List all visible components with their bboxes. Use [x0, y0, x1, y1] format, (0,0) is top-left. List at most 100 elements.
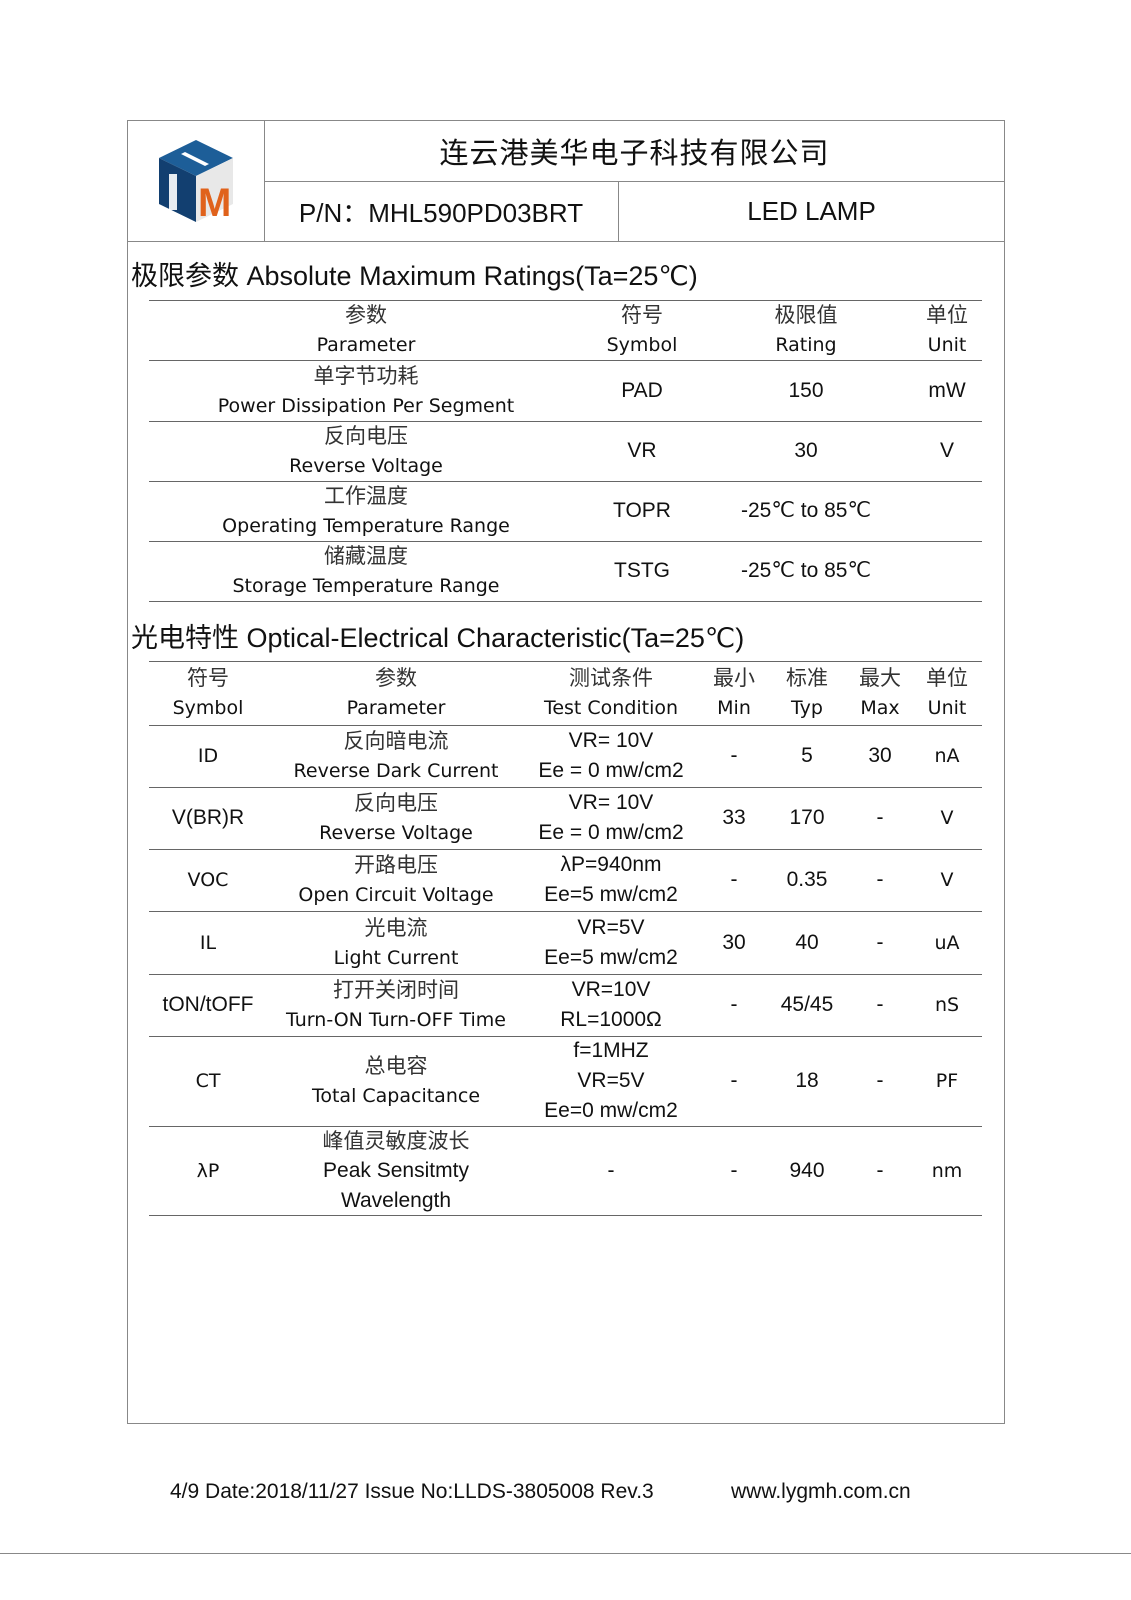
opt-elec-typ-text: 18	[795, 1069, 819, 1092]
opt-elec-parameter-text: 峰值灵敏度波长	[322, 1128, 470, 1153]
abs-max-rating-text: 30	[794, 439, 818, 462]
table-rule	[149, 849, 982, 850]
opt-elec-typ: 18	[795, 1036, 818, 1126]
opt-elec-header: 单位 Unit	[926, 661, 968, 725]
opt-elec-symbol-text: λP	[196, 1159, 220, 1182]
opt-elec-unit-text: nS	[934, 994, 960, 1016]
abs-max-symbol: VR	[627, 421, 656, 481]
part-number: P/N：MHL590PD03BRT	[298, 197, 584, 228]
opt-elec-header: 参数 Parameter	[347, 661, 446, 725]
opt-elec-unit-text: V	[940, 807, 954, 829]
opt-elec-parameter-text: 总电容	[364, 1054, 428, 1078]
abs-max-rating-text: -25℃ to 85℃	[740, 499, 872, 522]
abs-max-symbol-text: TOPR	[613, 499, 671, 522]
abs-max-header-text: 参数	[344, 303, 387, 327]
opt-elec-typ: 5	[801, 725, 813, 787]
abs-max-parameter-text: 工作温度	[324, 484, 408, 508]
table-rule	[149, 787, 982, 788]
opt-elec-min-text: 33	[722, 806, 746, 829]
opt-elec-typ: 940	[789, 1126, 824, 1215]
opt-elec-condition-text: Ee=5 mw/cm2	[544, 945, 678, 969]
opt-elec-condition: VR=10V RL=1000Ω	[560, 974, 662, 1036]
opt-elec-header-text: 最小	[713, 666, 755, 690]
opt-elec-max: -	[877, 849, 884, 911]
opt-elec-condition-text: f=1MHZ	[573, 1039, 649, 1062]
opt-elec-parameter-text: 光电流	[364, 915, 428, 940]
opt-elec-condition: λP=940nm Ee=5 mw/cm2	[544, 849, 678, 911]
opt-elec-max-text: -	[876, 806, 884, 829]
opt-elec-parameter-text: Peak Sensitmty Wavelength	[323, 1158, 469, 1212]
opt-elec-unit: V	[941, 787, 954, 849]
abs-max-parameter-text: Operating Temperature Range	[222, 515, 510, 537]
opt-elec-parameter-text: 反向暗电流	[343, 729, 449, 753]
opt-elec-condition: f=1MHZ VR=5V Ee=0 mw/cm2	[544, 1036, 678, 1126]
opt-elec-unit: V	[941, 849, 954, 911]
opt-elec-parameter: 反向暗电流 Reverse Dark Current	[294, 725, 499, 787]
opt-elec-condition-text: RL=1000Ω	[560, 1008, 662, 1031]
abs-max-rating: -25℃ to 85℃	[741, 541, 871, 601]
opt-elec-typ-text: 940	[789, 1158, 825, 1182]
opt-elec-min: -	[731, 1036, 738, 1126]
opt-elec-header-text: Unit	[927, 697, 967, 719]
opt-elec-parameter-text: Light Current	[333, 946, 459, 969]
opt-elec-parameter: 打开关闭时间 Turn-ON Turn-OFF Time	[286, 974, 506, 1036]
opt-elec-condition-text: λP=940nm	[560, 853, 662, 876]
opt-elec-min: 30	[722, 911, 745, 974]
opt-elec-symbol: VOC	[188, 849, 229, 911]
abs-max-header-text: 极限值	[774, 303, 838, 327]
abs-max-unit-text: mW	[928, 378, 966, 402]
opt-elec-header-text: Typ	[791, 697, 823, 719]
abs-max-symbol-text: VR	[627, 439, 657, 462]
opt-elec-typ-text: 45/45	[780, 993, 834, 1016]
opt-elec-header-text: Max	[860, 697, 900, 719]
table-rule	[149, 481, 982, 482]
document-frame	[127, 120, 1005, 1424]
header-bottom-divider	[127, 241, 1005, 242]
opt-elec-symbol: CT	[196, 1036, 221, 1126]
opt-elec-unit: nA	[934, 725, 959, 787]
opt-elec-header-text: 符号	[187, 666, 229, 690]
opt-elec-condition-text: VR= 10V	[568, 791, 654, 814]
opt-elec-condition-text: VR=5V	[577, 1069, 645, 1092]
opt-elec-min: -	[731, 849, 738, 911]
abs-max-rating: -25℃ to 85℃	[741, 481, 871, 541]
opt-elec-header-text: 参数	[374, 666, 417, 690]
logo-letter-m: M	[198, 181, 231, 224]
opt-elec-max-text: -	[876, 1069, 884, 1092]
opt-elec-typ-text: 5	[801, 744, 813, 767]
opt-elec-condition-text: VR=10V	[571, 978, 651, 1001]
table-rule	[149, 661, 982, 662]
opt-elec-parameter-text: Turn-ON Turn-OFF Time	[286, 1009, 506, 1031]
opt-elec-typ: 0.35	[787, 849, 828, 911]
opt-elec-header-text: 测试条件	[569, 666, 653, 690]
opt-elec-header: 最小 Min	[713, 661, 755, 725]
opt-elec-condition: VR= 10V Ee = 0 mw/cm2	[538, 725, 683, 787]
opt-elec-condition-text: VR= 10V	[568, 729, 654, 752]
opt-elec-typ-text: 40	[795, 930, 819, 954]
opt-elec-condition-text: -	[607, 1158, 615, 1182]
opt-elec-typ-text: 0.35	[786, 868, 828, 891]
abs-max-rating-text: -25℃ to 85℃	[740, 559, 872, 582]
abs-max-rating-text: 150	[788, 378, 824, 402]
opt-elec-unit-text: uA	[934, 931, 960, 954]
opt-elec-parameter: 光电流 Light Current	[334, 911, 459, 974]
opt-elec-parameter-text: Total Capacitance	[311, 1085, 481, 1107]
footer-info: 4/9 Date:2018/11/27 Issue No:LLDS-380500…	[170, 1480, 654, 1503]
opt-elec-condition: -	[608, 1126, 615, 1215]
pn-divider	[618, 181, 619, 241]
opt-elec-parameter-text: Reverse Dark Current	[293, 760, 499, 782]
abs-max-header-text: 符号	[621, 303, 663, 327]
opt-elec-min: 33	[722, 787, 745, 849]
abs-max-parameter-text: Reverse Voltage	[289, 455, 443, 477]
opt-elec-max-text: -	[876, 930, 884, 954]
opt-elec-unit: uA	[934, 911, 959, 974]
opt-elec-symbol-text: VOC	[187, 869, 229, 891]
abs-max-unit: V	[940, 421, 954, 481]
opt-elec-typ: 170	[789, 787, 824, 849]
footer-website[interactable]: www.lygmh.com.cn	[731, 1480, 911, 1503]
table-rule	[149, 601, 982, 602]
opt-elec-min: -	[731, 1126, 738, 1215]
table-rule	[149, 421, 982, 422]
abs-max-symbol-text: PAD	[621, 378, 663, 402]
company-logo-icon: M	[159, 140, 233, 224]
